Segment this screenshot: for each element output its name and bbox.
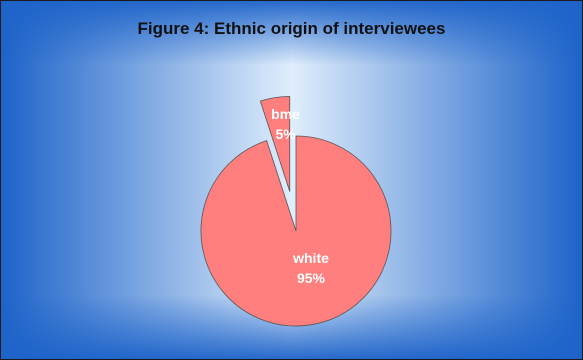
slice-label-white: white (292, 250, 329, 266)
pie-slice-white (200, 135, 392, 327)
chart-title: Figure 4: Ethnic origin of interviewees (137, 19, 446, 38)
pie-slice-bme (259, 96, 291, 192)
slice-value-bme: 5% (275, 126, 296, 142)
slice-label-bme: bme (271, 106, 300, 122)
slice-value-white: 95% (297, 270, 326, 286)
